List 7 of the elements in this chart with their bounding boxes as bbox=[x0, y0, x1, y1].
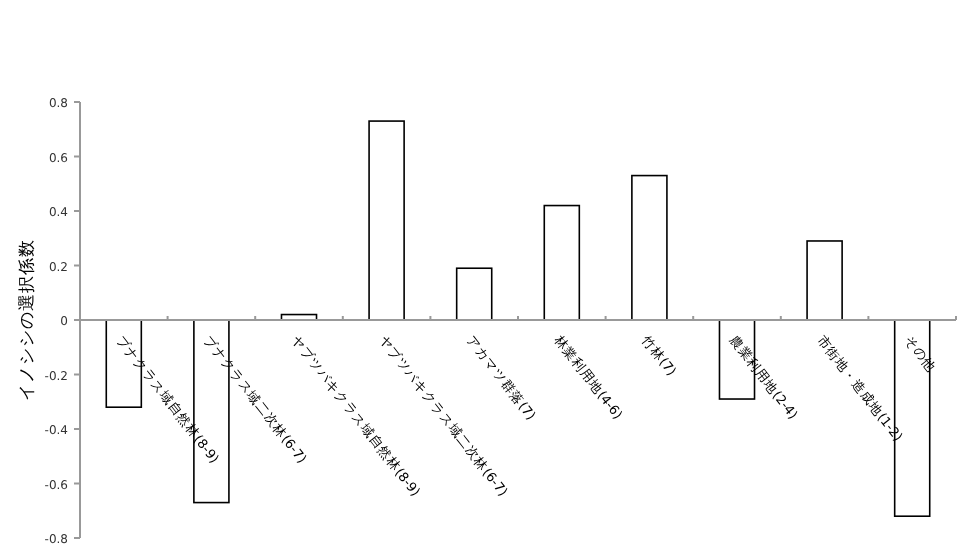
bar bbox=[105, 319, 143, 408]
bar bbox=[368, 120, 405, 321]
bar bbox=[455, 267, 493, 321]
bar bbox=[631, 174, 668, 321]
bar bbox=[806, 240, 843, 321]
bar bbox=[543, 204, 581, 321]
y-axis-title: イノシシの選択係数 bbox=[16, 239, 38, 401]
